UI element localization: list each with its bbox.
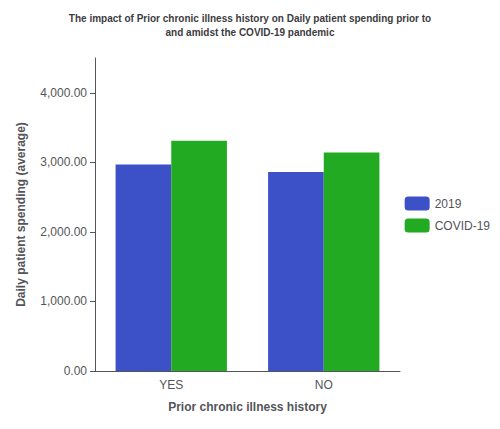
- svg-text:COVID-19: COVID-19: [435, 219, 491, 233]
- svg-text:3,000.00: 3,000.00: [40, 155, 87, 169]
- svg-text:Prior chronic illness history: Prior chronic illness history: [168, 400, 327, 414]
- svg-text:1,000.00: 1,000.00: [40, 294, 87, 308]
- svg-text:Daily patient spending (averag: Daily patient spending (average): [14, 122, 28, 307]
- svg-text:NO: NO: [315, 378, 333, 392]
- svg-text:4,000.00: 4,000.00: [40, 86, 87, 100]
- svg-text:2019: 2019: [435, 197, 462, 211]
- svg-text:The impact of Prior chronic il: The impact of Prior chronic illness hist…: [69, 13, 431, 24]
- svg-text:2,000.00: 2,000.00: [40, 225, 87, 239]
- svg-text:YES: YES: [159, 378, 183, 392]
- svg-text:0.00: 0.00: [64, 364, 88, 378]
- svg-text:and amidst the COVID-19 pandem: and amidst the COVID-19 pandemic: [166, 27, 335, 38]
